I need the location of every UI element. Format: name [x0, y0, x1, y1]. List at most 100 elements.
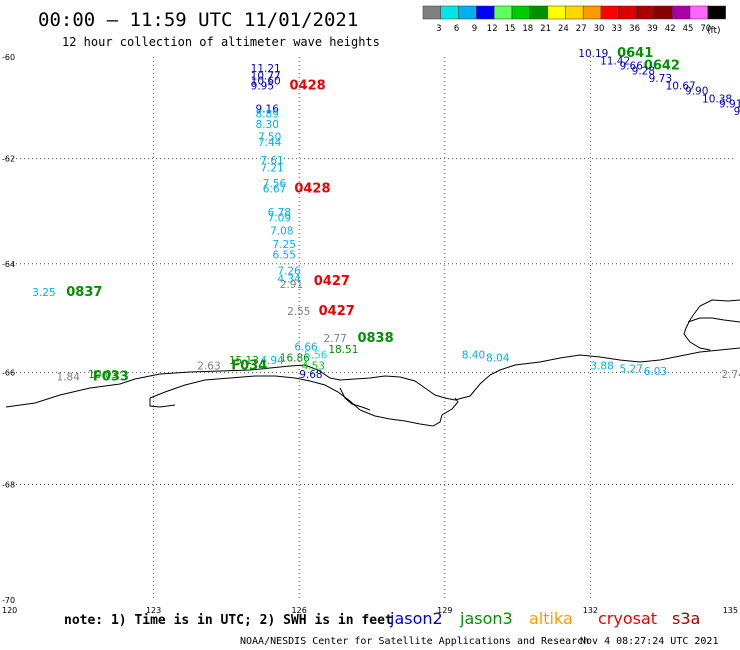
wave-height-value: 9.95 [251, 81, 274, 93]
legend-bin-label: 9 [472, 24, 477, 34]
legend-bin-label: 33 [611, 24, 622, 34]
footer-note: note: 1) Time is in UTC; 2) SWH is in fe… [64, 613, 393, 628]
pass-time-label: 0427 [314, 274, 350, 289]
map-subtitle: 12 hour collection of altimeter wave hei… [62, 35, 380, 49]
legend-bin-label: 12 [487, 24, 498, 34]
wave-height-value: 1.84 [57, 372, 81, 384]
legend-bin-label: 39 [647, 24, 658, 34]
antarctic-coastline [5, 299, 740, 427]
wave-height-value: 18.51 [328, 344, 358, 356]
wave-height-value: 7.56 [263, 178, 287, 190]
legend-swatch [636, 5, 655, 20]
legend-unit: (ft) [707, 26, 721, 36]
legend-bin-label: 3 [436, 24, 441, 34]
wave-height-value: 7.61 [260, 155, 283, 167]
pass-time-label: 0642 [644, 59, 680, 74]
legend-swatch [511, 5, 531, 20]
wave-height-value: 8.30 [256, 119, 279, 131]
wave-height-value: 2.55 [287, 306, 310, 318]
wave-height-value: 10.67 [666, 81, 696, 93]
legend-bin-label: 18 [522, 24, 533, 34]
legend-bin-label: 70 [700, 24, 711, 34]
wave-height-value: 9.16 [256, 103, 280, 115]
wave-height-value: 9.66 [620, 61, 644, 73]
legend-swatch [618, 5, 637, 20]
map-title: 00:00 – 11:59 UTC 11/01/2021 [38, 9, 358, 31]
satellite-name: s3a [672, 609, 700, 628]
wave-height-value: 11.21 [251, 63, 281, 75]
legend-swatch [547, 5, 566, 20]
wave-height-value: 10.03 [88, 369, 118, 381]
wave-height-value: 2.77 [323, 333, 346, 345]
legend-bin-label: 27 [576, 24, 587, 34]
wave-height-value: 3.88 [590, 361, 613, 373]
wave-height-value: 2.63 [197, 361, 220, 373]
legend-bin-label: 24 [558, 24, 569, 34]
longitude-label: 123 [146, 606, 161, 615]
longitude-label: 126 [292, 606, 307, 615]
wave-height-value: 10.19 [578, 48, 608, 60]
latitude-label: -60 [2, 53, 15, 62]
legend-swatch [689, 5, 709, 20]
legend-swatch [422, 5, 442, 20]
footer-credit: NOAA/NESDIS Center for Satellite Applica… [240, 636, 589, 647]
wave-height-value: 9.73 [649, 73, 672, 85]
wave-height-value: 4.94 [260, 355, 284, 367]
legend-swatch [671, 5, 691, 20]
legend-bin-label: 45 [683, 24, 694, 34]
wave-height-legend: 3 6 9 12 15 18 21 24 27 30 33 36 39 42 45 70 [422, 5, 726, 34]
satellite-legend: jason2 jason3 altika cryosat s3a [389, 609, 700, 628]
wave-height-value: 15.13 [229, 355, 259, 367]
legend-bin-label: 15 [505, 24, 516, 34]
pass-time-label: 0641 [617, 46, 653, 61]
wave-height-value: 9.6 [734, 106, 740, 118]
latitude-label: -62 [2, 155, 15, 164]
wave-height-value: 7.08 [270, 226, 293, 238]
wave-height-value: 10.77 [251, 71, 281, 83]
satellite-name: altika [529, 609, 573, 628]
pass-time-label: F033 [93, 370, 129, 385]
wave-height-value: 7.21 [260, 163, 283, 175]
wave-height-value: 6.55 [273, 249, 296, 261]
legend-swatch [440, 5, 459, 20]
legend-swatch [600, 5, 620, 20]
wave-height-value: 4.53 [302, 361, 325, 373]
wave-height-value: 7.26 [277, 265, 301, 277]
wave-height-value: 4.34 [277, 274, 301, 286]
wave-height-value: 7.09 [268, 212, 291, 224]
wave-height-value: 6.66 [294, 341, 318, 353]
wave-height-value: 16.86 [280, 352, 310, 364]
wave-height-value: 5.56 [304, 350, 328, 362]
legend-bin-label: 36 [629, 24, 640, 34]
wave-height-value: 8.40 [462, 350, 485, 362]
legend-swatch [707, 5, 726, 20]
wave-height-value: 11.42 [600, 56, 630, 68]
pass-time-label: 0428 [289, 79, 325, 94]
wave-height-value: 7.50 [258, 132, 281, 144]
wave-height-value: 2.91 [280, 279, 303, 291]
wave-height-value: 10.38 [702, 93, 732, 105]
legend-swatch [565, 5, 584, 20]
legend-bin-label: 21 [540, 24, 551, 34]
latitude-label: -70 [2, 596, 15, 605]
wave-height-value: 6.03 [644, 366, 667, 378]
legend-swatch [493, 5, 513, 20]
wave-height-value: 6.78 [268, 207, 291, 219]
legend-bin-label: 30 [594, 24, 605, 34]
longitude-label: 120 [2, 606, 17, 615]
wave-height-value: 6.67 [263, 183, 286, 195]
wave-height-value: 9.28 [632, 66, 655, 78]
wave-height-value: 7.44 [258, 137, 282, 149]
pass-time-label: 0427 [319, 304, 355, 319]
legend-bin-label: 42 [665, 24, 676, 34]
latitude-label: -66 [2, 368, 15, 377]
pass-time-label: 0838 [357, 331, 393, 346]
latitude-label: -68 [2, 480, 15, 489]
wave-height-value: 7.25 [273, 239, 296, 251]
legend-swatch [476, 5, 495, 20]
latitude-label: -64 [2, 260, 15, 269]
pass-time-label: 0428 [294, 181, 330, 196]
